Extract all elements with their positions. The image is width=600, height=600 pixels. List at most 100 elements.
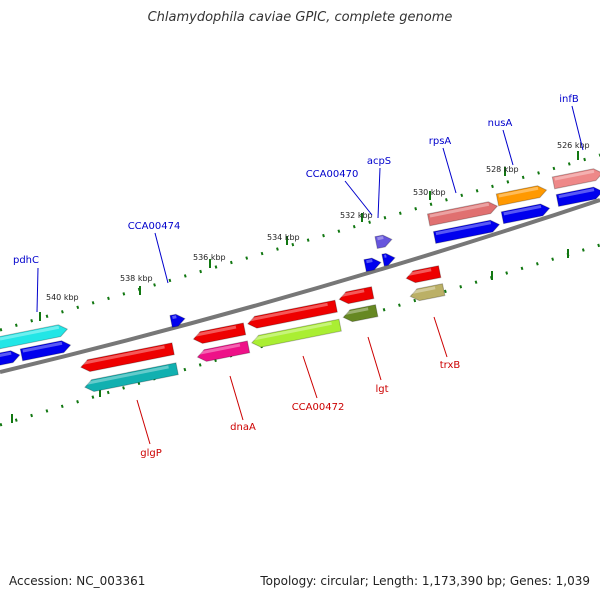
label-leader	[344, 180, 373, 216]
gene-glgP	[80, 342, 175, 373]
gene-glgP-teal-shape	[84, 362, 179, 393]
gene-lgt-olive-shape	[342, 304, 379, 323]
map-title: Chlamydophila caviae GPIC, complete geno…	[147, 10, 453, 25]
gene-label-CCA00470: CCA00470	[306, 169, 359, 180]
gene-glgP-teal-highlight	[85, 365, 169, 385]
gene-nusA-highlight	[503, 204, 542, 216]
gene-rpsA-shape	[432, 219, 501, 244]
gene-lgt	[338, 286, 375, 305]
gene-trxB	[405, 265, 442, 284]
gene-trxB-shape	[405, 265, 442, 284]
gene-CCA00472-highlight	[248, 302, 328, 322]
gene-infB-pink-highlight	[554, 169, 595, 181]
gene-pdhC-cyan	[0, 324, 69, 350]
label-leader	[367, 336, 382, 381]
gene-label-nusA: nusA	[488, 118, 513, 129]
gene-infB-pink	[551, 168, 600, 190]
gene-nusA-orange-highlight	[498, 186, 539, 198]
scale-label: 528 kbp	[486, 165, 519, 174]
label-leader	[136, 399, 151, 445]
scale-label: 538 kbp	[120, 274, 153, 283]
gene-infB-shape	[555, 186, 600, 207]
gene-upstream-highlight	[0, 351, 12, 359]
gene-CCA00474-highlight	[172, 315, 177, 320]
scale-label: 536 kbp	[193, 253, 226, 262]
label-leader	[154, 232, 169, 284]
scale-label: 540 kbp	[46, 293, 79, 302]
gene-rpsA	[432, 219, 501, 244]
gene-CCA00472-green	[251, 318, 342, 348]
accession-text: Accession: NC_003361	[9, 574, 146, 588]
genome-summary-text: Topology: circular; Length: 1,173,390 bp…	[260, 574, 590, 588]
gene-label-dnaA: dnaA	[230, 422, 256, 433]
gene-dnaA-pink-highlight	[198, 343, 241, 355]
scale-label: 526 kbp	[557, 141, 590, 150]
gene-lgt-highlight	[340, 289, 365, 297]
gene-pdhC	[19, 340, 72, 362]
gene-acpS	[374, 234, 393, 250]
gene-label-rpsA: rpsA	[429, 136, 452, 147]
gene-nusA-orange	[495, 185, 548, 207]
gene-CCA00470	[363, 257, 382, 273]
gene-label-trxB: trxB	[440, 360, 461, 371]
gene-CCA00470-highlight	[366, 259, 373, 264]
gene-pdhC-cyan-shape	[0, 324, 69, 350]
gene-CCA00474	[169, 313, 186, 328]
gene-CCA00472	[247, 299, 338, 329]
gene-rpsA-pink-shape	[426, 201, 499, 227]
gene-dnaA	[192, 322, 247, 344]
gene-acpS-small	[381, 252, 396, 267]
gene-CCA00472-green-shape	[251, 318, 342, 348]
gene-glgP-shape	[80, 342, 175, 373]
gene-glgP-teal	[84, 362, 179, 393]
label-leader	[229, 375, 244, 421]
gene-label-CCA00474: CCA00474	[128, 221, 181, 232]
upper-scale-track	[0, 153, 600, 332]
gene-rpsA-pink	[426, 201, 499, 227]
gene-nusA-orange-shape	[495, 185, 548, 207]
gene-label-lgt: lgt	[375, 384, 388, 395]
label-leader	[302, 355, 318, 399]
gene-acpS-small-shape	[381, 252, 396, 267]
gene-dnaA-highlight	[194, 325, 237, 337]
gene-CCA00472-shape	[247, 299, 338, 329]
gene-nusA-shape	[500, 203, 551, 225]
gene-infB	[555, 186, 600, 207]
label-leader	[571, 105, 584, 151]
gene-CCA00470-shape	[363, 257, 382, 273]
gene-upstream-shape	[0, 350, 21, 368]
gene-glgP-highlight	[81, 345, 165, 365]
gene-infB-highlight	[558, 188, 595, 199]
gene-dnaA-shape	[192, 322, 247, 344]
label-leader	[442, 147, 457, 194]
gene-CCA00472-green-highlight	[252, 321, 332, 341]
gene-layer	[0, 168, 600, 393]
gene-acpS-small-highlight	[384, 254, 387, 258]
label-layer: 540 kbp 538 kbp 536 kbp 534 kbp 532 kbp 530 k…	[13, 94, 590, 459]
scale-label: 530 kbp	[413, 188, 446, 197]
gene-lgt-shape	[338, 286, 375, 305]
gene-label-infB: infB	[559, 94, 579, 105]
gene-rpsA-pink-highlight	[429, 202, 490, 218]
gene-dnaA-pink-shape	[196, 340, 251, 362]
gene-acpS-highlight	[377, 236, 384, 241]
gene-pdhC-cyan-highlight	[0, 325, 60, 341]
genome-backbone	[0, 198, 600, 374]
gene-label-CCA00472: CCA00472	[292, 402, 345, 413]
gene-pdhC-shape	[19, 340, 72, 362]
gene-trxB-khaki	[409, 283, 446, 302]
gene-trxB-highlight	[407, 268, 432, 276]
gene-lgt-olive	[342, 304, 379, 323]
gene-acpS-shape	[374, 234, 393, 250]
scale-label: 532 kbp	[340, 211, 373, 220]
label-leader	[377, 167, 381, 219]
gene-label-pdhC: pdhC	[13, 255, 39, 266]
scale-label: 534 kbp	[267, 233, 300, 242]
gene-dnaA-pink	[196, 340, 251, 362]
gene-nusA	[500, 203, 551, 225]
gene-infB-pink-shape	[551, 168, 600, 190]
gene-label-glgP: glgP	[140, 448, 162, 459]
gene-pdhC-highlight	[22, 341, 63, 353]
label-leader	[36, 267, 39, 313]
